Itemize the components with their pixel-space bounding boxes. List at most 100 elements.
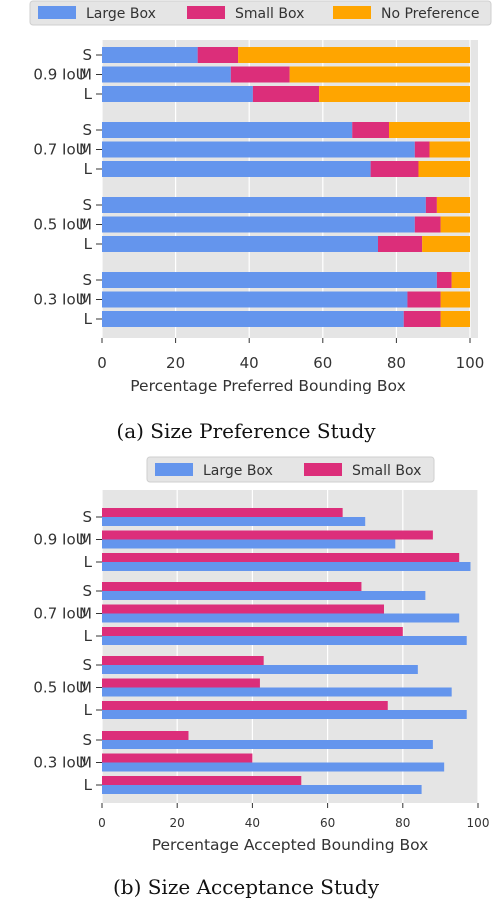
chart-b-legend-frame [146, 456, 435, 483]
b-bar-large-box-0-9-iou-l [102, 562, 471, 571]
b-xtick-label-40: 40 [245, 816, 260, 830]
chart-a-legend-frame [29, 0, 492, 26]
a-bar-small-box-0-3-iou-m [407, 291, 441, 308]
chart-a-x-ticks: 0 20 40 60 80 100 [97, 338, 484, 372]
a-bar-no-preference-0-7-iou-s [389, 122, 470, 138]
a-xtick-label-20: 20 [166, 354, 185, 372]
legend-a-small-label: Small Box [235, 6, 304, 22]
b-bar-small-box-0-7-iou-l [102, 627, 403, 636]
legend-a-small-swatch [187, 6, 225, 19]
b-bar-small-box-0-9-iou-l [102, 553, 460, 562]
a-bar-no-preference-0-5-iou-s [436, 197, 470, 213]
b-xtick-label-60: 60 [320, 816, 335, 830]
b-bar-small-box-0-3-iou-l [102, 776, 302, 785]
a-size-label-0-9-iou-m: M [79, 66, 92, 84]
legend-a-nopref-swatch [333, 6, 371, 19]
a-bar-small-box-0-3-iou-s [436, 272, 452, 288]
b-bar-small-box-0-7-iou-s [102, 582, 362, 591]
a-size-label-0-7-iou-l: L [84, 160, 93, 178]
b-xtick-label-100: 100 [467, 816, 490, 830]
b-bar-large-box-0-7-iou-m [102, 613, 460, 623]
a-bar-small-box-0-7-iou-m [414, 141, 430, 158]
a-size-label-0-7-iou-s: S [82, 121, 92, 139]
a-size-label-0-9-iou-s: S [82, 46, 92, 64]
a-bar-large-box-0-7-iou-m [102, 141, 415, 158]
b-xtick-label-20: 20 [170, 816, 185, 830]
b-xtick-label-0: 0 [98, 816, 106, 830]
a-bar-large-box-0-7-iou-s [102, 122, 353, 138]
b-bar-small-box-0-3-iou-s [102, 731, 189, 740]
a-bar-no-preference-0-3-iou-s [451, 272, 470, 288]
b-group-label-0-5-iou: 0.5 IoU [33, 679, 86, 697]
b-size-label-0-5-iou-s: S [82, 656, 92, 674]
b-bar-small-box-0-5-iou-m [102, 678, 260, 688]
b-group-label-0-7-iou: 0.7 IoU [33, 605, 86, 623]
chart-b-x-ticks: 0 20 40 60 80 100 [98, 803, 489, 830]
legend-b-small-swatch [304, 463, 342, 476]
chart-a-xlabel: Percentage Preferred Bounding Box [130, 377, 406, 395]
b-size-label-0-9-iou-m: M [79, 531, 92, 549]
b-size-label-0-9-iou-l: L [84, 553, 93, 571]
b-bar-small-box-0-5-iou-l [102, 701, 388, 710]
a-bar-no-preference-0-9-iou-m [289, 66, 470, 83]
a-xtick-label-0: 0 [97, 354, 107, 372]
a-bar-large-box-0-5-iou-s [102, 197, 426, 213]
a-xtick-label-40: 40 [240, 354, 259, 372]
a-bar-small-box-0-7-iou-l [370, 161, 419, 177]
a-size-label-0-7-iou-m: M [79, 141, 92, 159]
b-bar-small-box-0-9-iou-m [102, 530, 433, 540]
b-group-label-0-3-iou: 0.3 IoU [33, 754, 86, 772]
a-bar-no-preference-0-5-iou-m [440, 216, 470, 233]
b-bar-large-box-0-3-iou-l [102, 785, 422, 794]
b-bar-large-box-0-7-iou-s [102, 591, 426, 600]
a-bar-large-box-0-9-iou-m [102, 66, 231, 83]
b-size-label-0-7-iou-m: M [79, 605, 92, 623]
b-size-label-0-3-iou-l: L [84, 776, 93, 794]
b-xtick-label-80: 80 [395, 816, 410, 830]
a-xtick-label-80: 80 [387, 354, 406, 372]
b-bar-small-box-0-3-iou-m [102, 753, 253, 763]
b-bar-small-box-0-7-iou-m [102, 604, 384, 614]
a-bar-no-preference-0-9-iou-s [238, 47, 470, 63]
b-size-label-0-7-iou-l: L [84, 627, 93, 645]
b-size-label-0-3-iou-s: S [82, 731, 92, 749]
a-bar-no-preference-0-9-iou-l [319, 86, 470, 102]
a-bar-large-box-0-9-iou-l [102, 86, 253, 102]
a-bar-small-box-0-9-iou-m [230, 66, 290, 83]
legend-a-large-swatch [38, 6, 76, 19]
a-xtick-label-100: 100 [456, 354, 485, 372]
b-bar-large-box-0-7-iou-l [102, 636, 467, 645]
legend-b-large-label: Large Box [203, 463, 273, 479]
legend-a-nopref-label: No Preference [381, 6, 480, 22]
a-xtick-label-60: 60 [313, 354, 332, 372]
b-size-label-0-7-iou-s: S [82, 582, 92, 600]
b-group-label-0-9-iou: 0.9 IoU [33, 531, 86, 549]
b-bar-large-box-0-3-iou-s [102, 740, 433, 749]
a-bar-small-box-0-7-iou-s [352, 122, 390, 138]
b-size-label-0-9-iou-s: S [82, 508, 92, 526]
chart-b-caption: (b) Size Acceptance Study [113, 875, 380, 899]
a-size-label-0-3-iou-l: L [84, 310, 93, 328]
b-size-label-0-3-iou-m: M [79, 754, 92, 772]
a-size-label-0-9-iou-l: L [84, 85, 93, 103]
a-bar-small-box-0-9-iou-s [197, 47, 239, 63]
a-bar-small-box-0-5-iou-s [425, 197, 437, 213]
a-size-label-0-3-iou-m: M [79, 291, 92, 309]
b-bar-large-box-0-9-iou-m [102, 539, 396, 549]
legend-b-small-label: Small Box [352, 463, 421, 479]
legend-a-large-label: Large Box [86, 6, 156, 22]
a-bar-large-box-0-7-iou-l [102, 161, 371, 177]
a-bar-large-box-0-3-iou-l [102, 311, 404, 327]
a-size-label-0-5-iou-l: L [84, 235, 93, 253]
a-bar-small-box-0-5-iou-l [378, 236, 423, 252]
b-bar-small-box-0-5-iou-s [102, 656, 264, 665]
a-group-label-0-7-iou: 0.7 IoU [33, 141, 86, 159]
b-size-label-0-5-iou-m: M [79, 679, 92, 697]
a-group-label-0-9-iou: 0.9 IoU [33, 66, 86, 84]
chart-b-legend: Large Box Small Box [146, 456, 435, 483]
